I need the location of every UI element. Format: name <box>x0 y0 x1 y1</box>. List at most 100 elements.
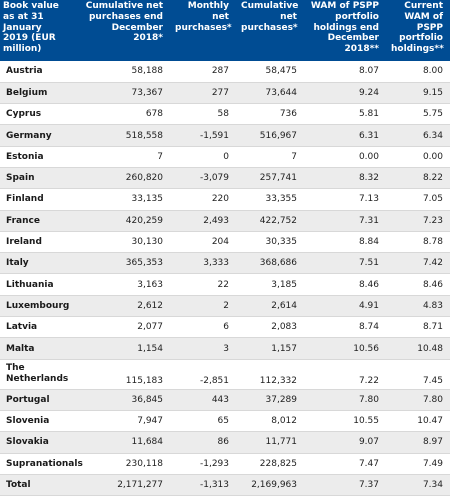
cumulative-dec-cell: 420,259 <box>76 210 170 232</box>
country-cell: France <box>0 210 76 232</box>
monthly-cell: -1,293 <box>170 453 236 475</box>
cumulative-dec-cell: 11,684 <box>76 431 170 454</box>
wam-dec-cell: 8.46 <box>304 273 386 296</box>
cumulative-cell: 33,355 <box>236 188 304 211</box>
wam-dec-cell: 0.00 <box>304 146 386 168</box>
table-row: Malta 1,154 3 1,157 10.56 10.48 <box>0 337 450 360</box>
wam-dec-cell: 7.80 <box>304 389 386 411</box>
table-row: Estonia 7 0 7 0.00 0.00 <box>0 146 450 168</box>
country-cell: Supranationals <box>0 453 83 475</box>
table-row: Luxembourg 2,612 2 2,614 4.91 4.83 <box>0 295 450 318</box>
wam-current-cell: 8.78 <box>386 231 450 254</box>
country-cell: Italy <box>0 252 76 275</box>
wam-current-cell: 8.22 <box>386 167 450 190</box>
cumulative-dec-cell: 7 <box>76 146 170 168</box>
country-cell: Ireland <box>0 231 76 254</box>
table-row: Latvia 2,077 6 2,083 8.74 8.71 <box>0 316 450 339</box>
country-cell: Malta <box>0 337 76 360</box>
monthly-cell: 287 <box>170 61 236 83</box>
country-cell: Lithuania <box>0 273 76 296</box>
wam-dec-cell: 7.37 <box>304 474 386 497</box>
cumulative-dec-cell: 260,820 <box>76 167 170 190</box>
wam-current-cell: 4.83 <box>386 295 450 318</box>
wam-dec-cell: 7.13 <box>304 188 386 211</box>
wam-current-cell: 7.34 <box>386 474 450 497</box>
cumulative-cell: 228,825 <box>236 453 304 475</box>
cumulative-cell: 58,475 <box>236 61 304 83</box>
country-cell: Portugal <box>0 389 76 411</box>
country-cell: The Netherlands <box>0 359 76 390</box>
cumulative-cell: 7 <box>236 146 304 168</box>
monthly-cell: 2 <box>170 295 236 318</box>
header-wam-current: Current WAM of PSPP portfolio holdings** <box>386 0 450 61</box>
wam-dec-cell: 7.31 <box>304 210 386 232</box>
cumulative-dec-cell: 33,135 <box>76 188 170 211</box>
table-row: The Netherlands 115,183 -2,851 112,332 7.22 7… <box>0 359 450 390</box>
cumulative-cell: 257,741 <box>236 167 304 190</box>
wam-current-cell: 0.00 <box>386 146 450 168</box>
wam-dec-cell: 7.51 <box>304 252 386 275</box>
cumulative-cell: 73,644 <box>236 82 304 105</box>
wam-current-cell: 7.23 <box>386 210 450 232</box>
monthly-cell: 443 <box>170 389 236 411</box>
country-cell: Total <box>0 474 76 497</box>
country-cell: Luxembourg <box>0 295 76 318</box>
monthly-cell: 0 <box>170 146 236 168</box>
wam-dec-cell: 8.32 <box>304 167 386 190</box>
wam-current-cell: 8.46 <box>386 273 450 296</box>
wam-dec-cell: 10.56 <box>304 337 386 360</box>
cumulative-cell: 736 <box>236 103 304 126</box>
cumulative-cell: 1,157 <box>236 337 304 360</box>
cumulative-dec-cell: 2,612 <box>76 295 170 318</box>
cumulative-dec-cell: 230,118 <box>76 453 170 475</box>
table-row: Spain 260,820 -3,079 257,741 8.32 8.22 <box>0 167 450 190</box>
wam-current-cell: 7.05 <box>386 188 450 211</box>
cumulative-dec-cell: 36,845 <box>76 389 170 411</box>
country-cell: Germany <box>0 124 76 147</box>
table-row: Austria 58,188 287 58,475 8.07 8.00 <box>0 61 450 83</box>
table-row: France 420,259 2,493 422,752 7.31 7.23 <box>0 210 450 232</box>
cumulative-dec-cell: 2,171,277 <box>76 474 170 497</box>
wam-current-cell: 7.49 <box>386 453 450 475</box>
wam-current-cell: 7.45 <box>386 359 450 390</box>
wam-current-cell: 5.75 <box>386 103 450 126</box>
wam-current-cell: 7.42 <box>386 252 450 275</box>
wam-current-cell: 8.97 <box>386 431 450 454</box>
monthly-cell: 220 <box>170 188 236 211</box>
cumulative-cell: 422,752 <box>236 210 304 232</box>
cumulative-dec-cell: 1,154 <box>76 337 170 360</box>
monthly-cell: -1,313 <box>170 474 236 497</box>
wam-dec-cell: 8.74 <box>304 316 386 339</box>
header-row: Book value as at 31 January 2019 (EUR mi… <box>0 0 450 61</box>
monthly-cell: 22 <box>170 273 236 296</box>
country-cell: Cyprus <box>0 103 76 126</box>
country-cell: Slovenia <box>0 410 76 433</box>
cumulative-cell: 112,332 <box>236 359 304 390</box>
cumulative-dec-cell: 73,367 <box>76 82 170 105</box>
country-cell: Estonia <box>0 146 76 168</box>
header-wam-dec: WAM of PSPP portfolio holdings end Decem… <box>304 0 386 61</box>
country-cell: Belgium <box>0 82 76 105</box>
wam-current-cell: 9.15 <box>386 82 450 105</box>
table-row: Lithuania 3,163 22 3,185 8.46 8.46 <box>0 273 450 296</box>
table-row: Total 2,171,277 -1,313 2,169,963 7.37 7.34 <box>0 474 450 497</box>
cumulative-cell: 516,967 <box>236 124 304 147</box>
cumulative-cell: 3,185 <box>236 273 304 296</box>
cumulative-cell: 30,335 <box>236 231 304 254</box>
monthly-cell: 277 <box>170 82 236 105</box>
country-cell: Latvia <box>0 316 76 339</box>
wam-dec-cell: 10.55 <box>304 410 386 433</box>
cumulative-cell: 8,012 <box>236 410 304 433</box>
cumulative-cell: 2,614 <box>236 295 304 318</box>
table-row: Finland 33,135 220 33,355 7.13 7.05 <box>0 188 450 211</box>
wam-dec-cell: 7.22 <box>304 359 386 390</box>
table-row: Italy 365,353 3,333 368,686 7.51 7.42 <box>0 252 450 275</box>
header-cumulative-net-purchases: Cumulative net purchases* <box>236 0 304 61</box>
cumulative-dec-cell: 678 <box>76 103 170 126</box>
table-row: Germany 518,558 -1,591 516,967 6.31 6.34 <box>0 124 450 147</box>
wam-dec-cell: 9.24 <box>304 82 386 105</box>
cumulative-cell: 11,771 <box>236 431 304 454</box>
table-row: Cyprus 678 58 736 5.81 5.75 <box>0 103 450 126</box>
header-book-value: Book value as at 31 January 2019 (EUR mi… <box>0 0 76 61</box>
